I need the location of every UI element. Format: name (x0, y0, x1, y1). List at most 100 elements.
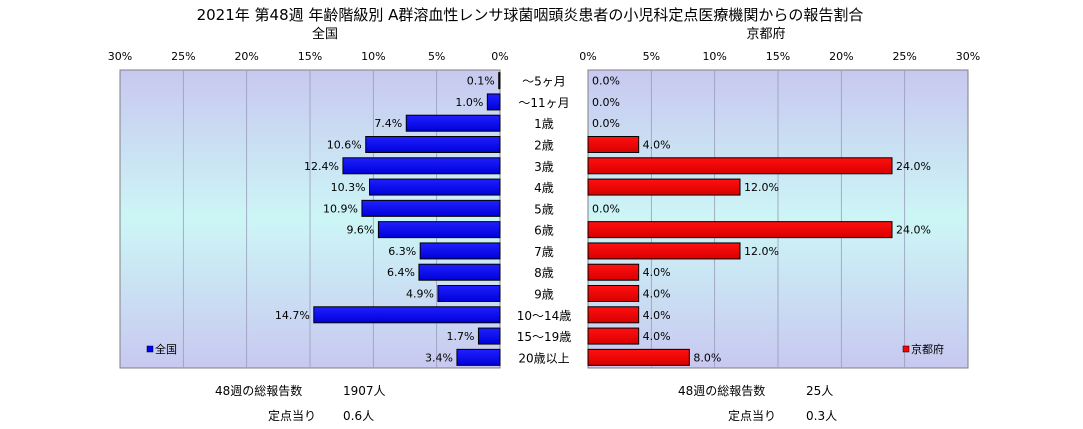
category-label: 5歳 (534, 202, 554, 216)
data-label-kyoto: 4.0% (643, 266, 671, 279)
bar-national (456, 348, 501, 366)
data-label-national: 10.6% (327, 139, 362, 152)
category-label: 20歳以上 (518, 351, 569, 365)
footer-kyoto-total-value: 25人 (806, 384, 833, 398)
bar-kyoto (587, 348, 690, 366)
chart-title: 2021年 第48週 年齢階級別 A群溶血性レンサ球菌咽頭炎患者の小児科定点医療… (197, 6, 864, 24)
category-label: 10〜14歳 (517, 309, 572, 323)
category-label: 1歳 (534, 117, 554, 131)
x-tick-label: 30% (956, 50, 980, 63)
x-tick-label: 15% (766, 50, 790, 63)
x-tick-label: 5% (643, 50, 660, 63)
category-label: 3歳 (534, 160, 554, 174)
legend-swatch-kyoto (902, 345, 910, 353)
x-tick-label: 25% (171, 50, 195, 63)
bar-national (361, 199, 501, 217)
bar-national (437, 285, 501, 302)
category-label: 〜11ヶ月 (518, 96, 569, 110)
footer-national-total-value: 1907人 (343, 384, 386, 398)
bar-national (486, 93, 501, 111)
data-labels-kyoto: 0.0% 0.0% 0.0% 4.0% 24.0% 12.0% 0.0% 24.0% 12.0%… (592, 75, 931, 365)
category-label: 6歳 (534, 224, 554, 238)
x-tick-label: 10% (702, 50, 726, 63)
data-label-national: 12.4% (304, 160, 339, 173)
legend-swatch-national (146, 345, 154, 353)
bar-kyoto (587, 157, 893, 175)
footer-kyoto-per-value: 0.3人 (806, 409, 837, 423)
bar-kyoto (587, 263, 640, 281)
bar-national (342, 157, 501, 175)
data-label-national: 9.6% (346, 224, 374, 237)
bar-kyoto (587, 242, 741, 260)
category-label: 2歳 (534, 139, 554, 153)
data-label-national: 7.4% (374, 117, 402, 130)
data-label-kyoto: 0.0% (592, 202, 620, 215)
data-label-national: 6.3% (388, 245, 416, 258)
data-label-national: 0.1% (467, 75, 495, 88)
data-label-kyoto: 8.0% (693, 351, 721, 364)
data-label-kyoto: 4.0% (643, 330, 671, 343)
x-axis-ticks-national: 30% 25% 20% 15% 10% 5% 0% (108, 50, 509, 63)
panel-title-kyoto: 京都府 (746, 27, 785, 42)
category-label: 9歳 (534, 288, 554, 302)
x-tick-label: 10% (361, 50, 385, 63)
data-label-kyoto: 4.0% (643, 309, 671, 322)
bar-national (369, 178, 501, 196)
bar-national (405, 114, 501, 132)
data-label-kyoto: 0.0% (592, 96, 620, 109)
data-label-kyoto: 12.0% (744, 245, 779, 258)
category-label: 4歳 (534, 181, 554, 195)
data-labels-national: 0.1% 1.0% 7.4% 10.6% 12.4% 10.3% 10.9% 9.6% 6.3%… (275, 75, 495, 365)
data-label-national: 14.7% (275, 309, 310, 322)
data-label-kyoto: 0.0% (592, 117, 620, 130)
bars-kyoto (587, 136, 893, 366)
x-tick-label: 30% (108, 50, 132, 63)
bar-national (419, 242, 501, 260)
data-label-national: 1.7% (447, 330, 475, 343)
bar-kyoto (587, 285, 640, 302)
legend-label-kyoto: 京都府 (911, 342, 944, 356)
x-axis-ticks-kyoto: 0% 5% 10% 15% 20% 25% 30% (579, 50, 980, 63)
data-label-kyoto: 4.0% (643, 288, 671, 301)
bar-kyoto (587, 136, 640, 153)
data-label-national: 10.9% (323, 202, 358, 215)
footer-kyoto-total-label: 48週の総報告数 (678, 383, 765, 398)
data-label-kyoto: 0.0% (592, 75, 620, 88)
bar-kyoto (587, 306, 640, 324)
data-label-kyoto: 24.0% (896, 160, 931, 173)
x-tick-label: 5% (428, 50, 445, 63)
footer-national-per-value: 0.6人 (343, 409, 374, 423)
age-category-labels: 〜5ヶ月〜11ヶ月 1歳 2歳 3歳 4歳 5歳 6歳 7歳 8歳 9歳 10〜14歳 15〜19歳 2… (517, 75, 572, 366)
data-label-national: 10.3% (331, 181, 366, 194)
data-label-national: 4.9% (406, 288, 434, 301)
bar-national (365, 136, 501, 153)
bars-national (313, 72, 501, 366)
data-label-national: 6.4% (387, 266, 415, 279)
bar-kyoto (587, 178, 741, 196)
data-label-kyoto: 12.0% (744, 181, 779, 194)
bar-kyoto (587, 327, 640, 345)
category-label: 〜5ヶ月 (522, 75, 566, 89)
data-label-kyoto: 4.0% (643, 139, 671, 152)
data-label-national: 1.0% (455, 96, 483, 109)
data-label-kyoto: 24.0% (896, 224, 931, 237)
bar-national (498, 72, 501, 90)
panel-title-national: 全国 (312, 26, 338, 42)
bar-national (377, 221, 501, 239)
bar-national (477, 327, 501, 345)
gridlines-kyoto (650, 70, 906, 368)
footer-national-per-label: 定点当り (268, 408, 316, 423)
x-tick-label: 0% (491, 50, 508, 63)
bar-national (418, 263, 501, 281)
category-label: 15〜19歳 (517, 330, 572, 344)
footer-national-total-label: 48週の総報告数 (215, 383, 302, 398)
x-tick-label: 0% (579, 50, 596, 63)
bar-national (313, 306, 501, 324)
footer-kyoto-per-label: 定点当り (728, 408, 776, 423)
x-tick-label: 15% (298, 50, 322, 63)
data-label-national: 3.4% (425, 351, 453, 364)
bar-kyoto (587, 221, 893, 239)
category-label: 8歳 (534, 266, 554, 280)
x-tick-label: 20% (234, 50, 258, 63)
